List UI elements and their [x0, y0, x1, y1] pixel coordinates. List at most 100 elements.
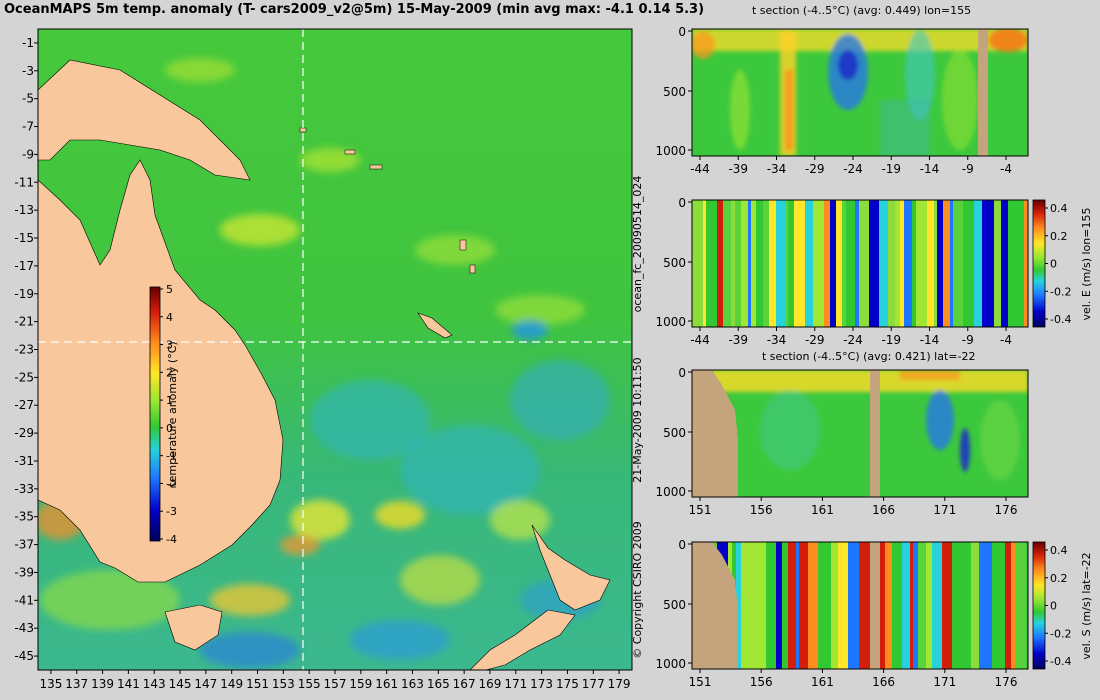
section-stripe: [799, 542, 808, 669]
map-y-tick: -9: [22, 147, 34, 161]
vel-s-section-land: [692, 542, 738, 669]
section-stripe: [953, 200, 963, 327]
section-x-tick: -39: [728, 162, 748, 176]
map-x-tick: 149: [220, 677, 243, 691]
map-y-tick: -27: [14, 398, 34, 412]
section-x-tick: 161: [811, 503, 834, 517]
map-x-tick: 157: [324, 677, 347, 691]
section-stripe: [892, 542, 902, 669]
vel-e-colorbar: [1032, 199, 1046, 328]
section-stripe: [974, 200, 982, 327]
map-y-tick: -17: [14, 259, 34, 273]
section-x-tick: -14: [920, 333, 940, 347]
section-stripe: [776, 200, 785, 327]
section-stripe: [888, 200, 895, 327]
vel-s-section-stripes: [692, 542, 1028, 669]
section-stripe: [979, 542, 985, 669]
section-x-tick: -9: [962, 162, 974, 176]
map-x-tick: 161: [375, 677, 398, 691]
section-stripe: [821, 542, 831, 669]
section-stripe: [998, 200, 1001, 327]
map-y-tick: -21: [14, 315, 34, 329]
section-x-tick: 166: [872, 675, 895, 689]
section-stripe: [735, 200, 741, 327]
section-stripe: [706, 200, 717, 327]
section-colorbar-tick: 0.2: [1050, 572, 1068, 585]
map-y-tick: -35: [14, 510, 34, 524]
section-stripe: [824, 200, 830, 327]
map-y-tick: -29: [14, 426, 34, 440]
vel-e-section-stripes: [692, 200, 1028, 327]
section-x-tick: 156: [750, 503, 773, 517]
map-y-tick: -41: [14, 593, 34, 607]
map-x-tick: 151: [246, 677, 269, 691]
section-stripe: [741, 542, 750, 669]
vel-e-section-panel: -44 -39 -34 -29 -24 -19 -14 -9 -4 0 500 1000 0.4 0.2 0…: [655, 196, 1071, 347]
map-y-tick: -43: [14, 621, 34, 635]
map-x-tick: 165: [427, 677, 450, 691]
copyright-label: © Copyright CSIRO 2009: [631, 521, 644, 658]
section-stripe: [794, 200, 805, 327]
section-x-tick: -29: [805, 333, 825, 347]
section-stripe: [751, 200, 756, 327]
section-x-tick: -34: [767, 162, 787, 176]
section-stripe: [1008, 200, 1018, 327]
vel-s-colorbar-label: vel. S (m/s) lat=-22: [1080, 552, 1093, 659]
map-y-tick: -15: [14, 231, 34, 245]
map-x-tick: 141: [117, 677, 140, 691]
section-stripe: [1005, 542, 1011, 669]
map-x-tick: 163: [401, 677, 424, 691]
map-x-tick: 145: [169, 677, 192, 691]
section-stripe: [997, 542, 1005, 669]
map-y-tick: -37: [14, 538, 34, 552]
section-x-tick: -14: [920, 162, 940, 176]
map-colorbar-tick: 1: [166, 394, 173, 407]
section-stripe: [916, 200, 927, 327]
section-stripe: [842, 200, 846, 327]
section-x-tick: -44: [690, 162, 710, 176]
section-stripe: [902, 542, 910, 669]
map-colorbar-tick: -1: [166, 450, 177, 463]
map-x-tick: 171: [504, 677, 527, 691]
vel-e-colorbar-label: vel. E (m/s) lon=155: [1080, 208, 1093, 321]
section-stripe: [918, 542, 926, 669]
section-stripe: [805, 200, 813, 327]
map-x-tick: 175: [556, 677, 579, 691]
section-colorbar-tick: 0: [1050, 600, 1057, 613]
t-section-lat-ticks: 151 156 161 166 171 176 0 500 1000: [655, 366, 1017, 517]
section-stripe: [904, 200, 912, 327]
section-stripe: [763, 200, 769, 327]
map-colorbar: [149, 286, 161, 542]
section-stripe: [723, 200, 731, 327]
map-x-tick: 153: [272, 677, 295, 691]
map-x-tick: 147: [194, 677, 217, 691]
section-stripe: [943, 200, 950, 327]
section-x-tick: -44: [690, 333, 710, 347]
map-colorbar-tick: -3: [166, 505, 177, 518]
section-stripe: [927, 200, 934, 327]
section-x-tick: 171: [933, 675, 956, 689]
section-stripe: [859, 542, 870, 669]
map-colorbar-tick: 5: [166, 283, 173, 296]
section-y-tick: 1000: [655, 315, 686, 329]
section-x-tick: -24: [843, 162, 863, 176]
section-stripe: [731, 200, 735, 327]
section-stripe: [926, 542, 932, 669]
map-anomaly-texture: [38, 58, 610, 668]
section-stripe: [757, 542, 766, 669]
section-y-tick: 500: [663, 426, 686, 440]
t-section-lat-title: t section (-4..5°C) (avg: 0.421) lat=-22: [762, 350, 976, 363]
vel-s-section-ticks: 151 156 161 166 171 176 0 500 1000 0.4 0.2 0 -0.2 -0.…: [655, 538, 1071, 689]
section-stripe: [982, 200, 990, 327]
map-colorbar-tick: -4: [166, 533, 177, 546]
map-x-tick: 179: [608, 677, 631, 691]
section-stripe: [1011, 542, 1015, 669]
section-stripe: [950, 200, 953, 327]
t-section-lat-field: [692, 370, 1028, 480]
section-x-tick: 161: [811, 675, 834, 689]
run-id-label: ocean_fc_20090514_024: [631, 176, 644, 313]
map-x-tick: 135: [39, 677, 62, 691]
section-colorbar-tick: 0.4: [1050, 202, 1068, 215]
section-stripe: [782, 542, 788, 669]
